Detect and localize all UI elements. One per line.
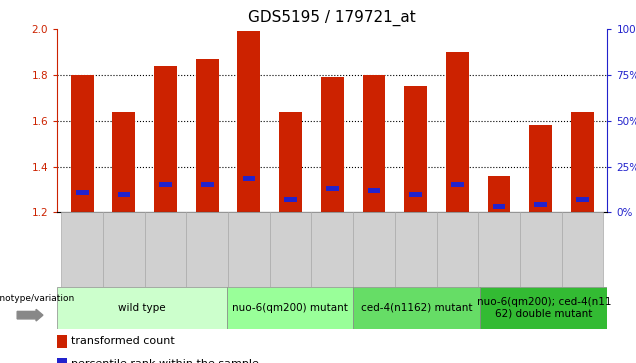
Bar [145, 212, 186, 287]
Bar [62, 212, 103, 287]
Bar [410, 192, 422, 197]
Bar [488, 176, 511, 212]
Text: nuo-6(qm200); ced-4(n11
62) double mutant: nuo-6(qm200); ced-4(n11 62) double mutan… [476, 297, 611, 318]
Bar [57, 287, 226, 329]
Bar [562, 212, 603, 287]
Bar [534, 201, 547, 207]
Bar [312, 212, 353, 287]
Bar [71, 75, 93, 212]
Text: nuo-6(qm200) mutant: nuo-6(qm200) mutant [232, 303, 348, 313]
Bar [237, 31, 260, 212]
Bar [118, 192, 130, 197]
Bar [201, 182, 214, 187]
Bar [326, 185, 338, 191]
Bar [493, 204, 506, 209]
Bar [226, 287, 354, 329]
Text: genotype/variation: genotype/variation [0, 294, 74, 303]
Bar [113, 111, 135, 212]
Bar [478, 212, 520, 287]
Bar [279, 111, 302, 212]
Bar [451, 182, 464, 187]
Bar [363, 75, 385, 212]
Bar [57, 358, 67, 363]
Bar [571, 111, 594, 212]
Bar [446, 52, 469, 212]
Bar [270, 212, 312, 287]
Bar [196, 59, 219, 212]
Bar [154, 66, 177, 212]
Bar [159, 182, 172, 187]
Bar [243, 176, 255, 182]
Bar [480, 287, 607, 329]
Bar [404, 86, 427, 212]
Bar [321, 77, 344, 212]
Bar [576, 197, 589, 202]
Bar [284, 197, 297, 202]
Bar [436, 212, 478, 287]
Title: GDS5195 / 179721_at: GDS5195 / 179721_at [249, 10, 416, 26]
Bar [395, 212, 436, 287]
Text: wild type: wild type [118, 303, 166, 313]
Bar [76, 190, 88, 195]
Bar [57, 335, 67, 348]
Text: percentile rank within the sample: percentile rank within the sample [71, 359, 259, 363]
Bar [368, 188, 380, 193]
Text: transformed count: transformed count [71, 336, 175, 346]
Bar [529, 125, 552, 212]
Bar [520, 212, 562, 287]
Bar [228, 212, 270, 287]
Bar [103, 212, 145, 287]
FancyArrow shape [17, 309, 43, 321]
Bar [353, 212, 395, 287]
Bar [186, 212, 228, 287]
Bar [354, 287, 480, 329]
Text: ced-4(n1162) mutant: ced-4(n1162) mutant [361, 303, 473, 313]
